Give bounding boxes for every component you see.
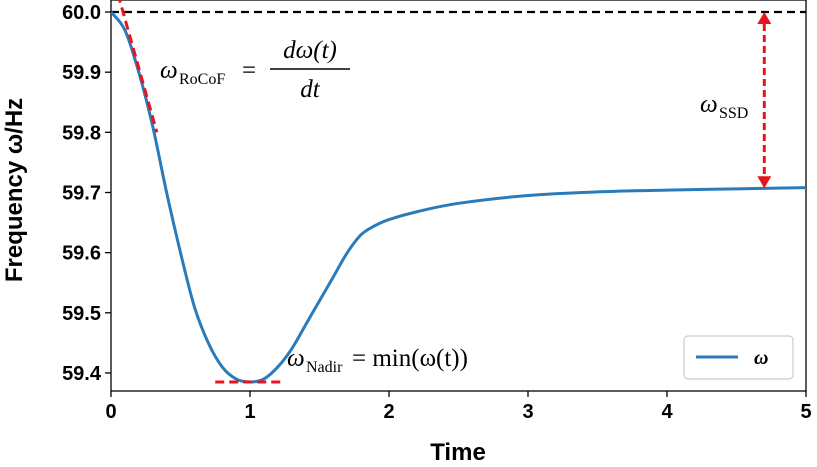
- x-tick-label: 1: [244, 401, 255, 423]
- x-axis-ticks: 0 1 2 3 4 5: [105, 391, 812, 423]
- nadir-equation: ω Nadir = min(ω(t)): [287, 345, 468, 376]
- y-tick-label: 59.4: [62, 363, 102, 385]
- x-tick-label: 3: [522, 401, 533, 423]
- y-axis-label: Frequency ω/Hz: [1, 98, 28, 282]
- y-tick-label: 59.8: [62, 122, 101, 144]
- plot-frame: [110, 0, 807, 392]
- series-line-omega: [111, 11, 806, 384]
- nadir-omega: ω: [287, 345, 305, 372]
- rocof-denominator: dt: [300, 76, 321, 103]
- x-tick-label: 0: [105, 401, 116, 423]
- nadir-subscript: Nadir: [306, 359, 343, 376]
- ssd-label: ω SSD: [700, 91, 748, 122]
- y-tick-label: 59.7: [62, 182, 101, 204]
- rocof-equals: =: [242, 57, 256, 84]
- rocof-equation: ω RoCoF = dω(t) dt: [160, 37, 350, 103]
- rocof-subscript: RoCoF: [179, 71, 225, 88]
- ssd-arrow: [757, 12, 772, 189]
- y-tick-label: 59.9: [62, 62, 101, 84]
- y-tick-label: 59.5: [62, 303, 101, 325]
- x-tick-label: 5: [800, 401, 811, 423]
- y-tick-label: 59.6: [62, 243, 101, 265]
- y-tick-label: 60.0: [62, 2, 101, 24]
- x-tick-label: 4: [661, 401, 673, 423]
- rocof-tangent-line: [118, 0, 159, 133]
- ssd-omega: ω: [700, 91, 718, 118]
- x-axis-label: Time: [430, 439, 486, 466]
- legend: ω: [683, 335, 794, 380]
- legend-box: [683, 335, 794, 380]
- y-axis-ticks: 59.4 59.5 59.6 59.7 59.8 59.9 60.0: [62, 2, 111, 385]
- rocof-omega: ω: [160, 57, 178, 84]
- ssd-subscript: SSD: [719, 105, 748, 122]
- legend-entry-omega: ω: [754, 347, 768, 369]
- x-tick-label: 2: [383, 401, 394, 423]
- rocof-numerator: dω(t): [283, 37, 337, 64]
- nadir-expression: = min(ω(t)): [352, 345, 468, 372]
